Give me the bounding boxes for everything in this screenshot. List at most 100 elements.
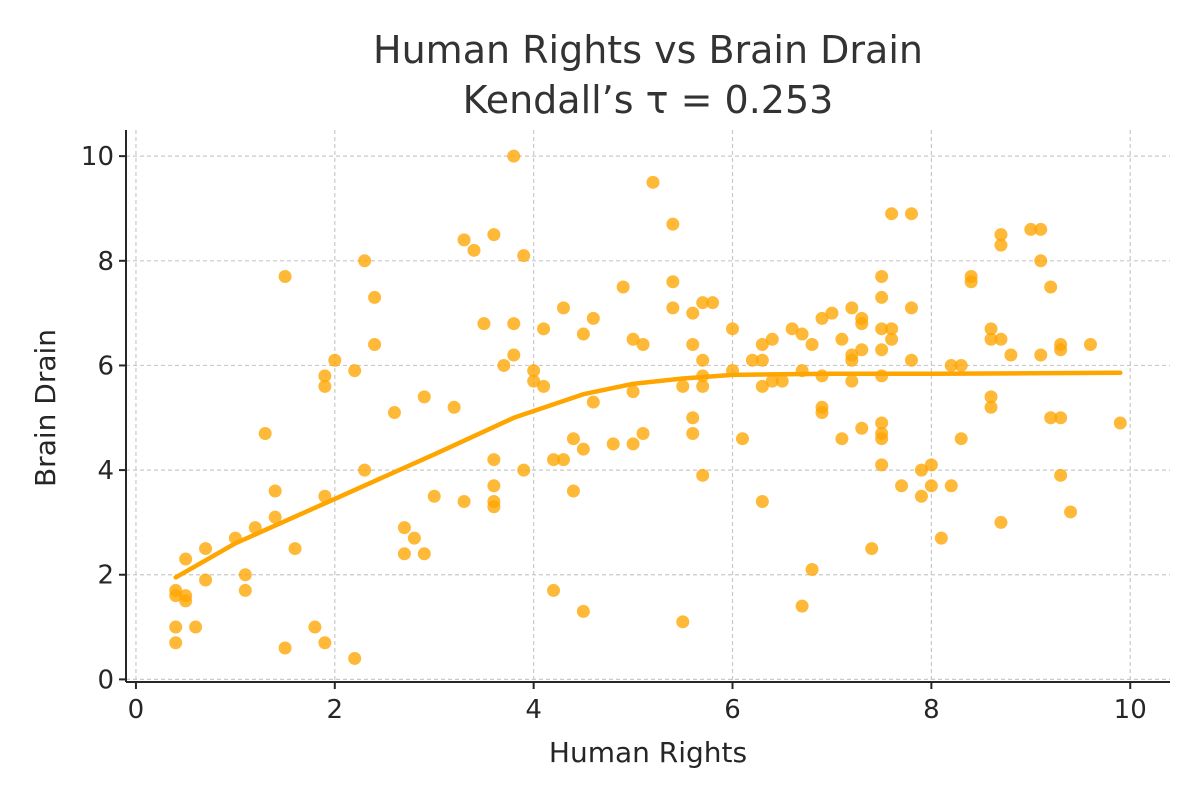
y-tick-label-3: 6 bbox=[97, 351, 114, 381]
data-point-8 bbox=[199, 542, 213, 556]
data-point-54 bbox=[517, 463, 531, 477]
data-point-108 bbox=[805, 338, 819, 352]
data-point-107 bbox=[795, 599, 809, 613]
data-point-86 bbox=[686, 426, 700, 440]
data-point-101 bbox=[765, 332, 779, 346]
data-point-145 bbox=[924, 479, 938, 493]
x-tick-label-2: 4 bbox=[525, 695, 542, 725]
data-point-72 bbox=[626, 332, 640, 346]
data-point-42 bbox=[467, 243, 481, 257]
data-point-15 bbox=[268, 484, 282, 498]
data-point-135 bbox=[885, 207, 899, 221]
data-point-61 bbox=[556, 301, 570, 315]
data-point-11 bbox=[238, 568, 252, 582]
data-point-39 bbox=[447, 400, 461, 414]
data-point-68 bbox=[586, 311, 600, 325]
data-point-44 bbox=[487, 228, 501, 242]
data-point-102 bbox=[765, 374, 779, 388]
data-point-51 bbox=[507, 317, 521, 331]
data-point-160 bbox=[994, 515, 1008, 529]
data-point-159 bbox=[994, 332, 1008, 346]
data-point-153 bbox=[984, 322, 998, 336]
data-point-114 bbox=[825, 306, 839, 320]
data-point-74 bbox=[626, 437, 640, 451]
data-point-27 bbox=[348, 651, 362, 665]
data-point-117 bbox=[845, 301, 859, 315]
data-point-173 bbox=[1083, 338, 1097, 352]
data-point-50 bbox=[507, 149, 521, 163]
data-point-82 bbox=[676, 615, 690, 629]
data-point-60 bbox=[547, 583, 561, 597]
data-point-88 bbox=[696, 353, 710, 367]
x-axis-label: Human Rights bbox=[549, 736, 747, 769]
data-point-9 bbox=[199, 573, 213, 587]
data-point-3 bbox=[169, 636, 183, 650]
data-point-139 bbox=[904, 207, 918, 221]
data-point-120 bbox=[845, 374, 859, 388]
data-point-25 bbox=[328, 353, 342, 367]
data-point-59 bbox=[547, 453, 561, 467]
data-point-105 bbox=[795, 327, 809, 341]
data-point-95 bbox=[735, 432, 749, 446]
data-point-113 bbox=[815, 406, 829, 420]
data-point-75 bbox=[636, 338, 650, 352]
data-point-17 bbox=[278, 270, 292, 284]
data-points bbox=[169, 149, 1127, 665]
data-point-127 bbox=[875, 290, 889, 304]
data-point-164 bbox=[1034, 254, 1048, 268]
data-point-100 bbox=[755, 494, 769, 508]
data-point-26 bbox=[348, 364, 362, 378]
ticks: 0 2 4 6 8 10 0 2 4 6 8 10 bbox=[81, 142, 1147, 725]
data-point-166 bbox=[1044, 280, 1058, 294]
data-point-146 bbox=[934, 531, 948, 545]
data-point-78 bbox=[666, 217, 680, 231]
data-point-40 bbox=[457, 233, 471, 247]
data-point-45 bbox=[487, 453, 501, 467]
data-point-129 bbox=[875, 343, 889, 357]
data-point-56 bbox=[527, 374, 541, 388]
data-point-140 bbox=[904, 301, 918, 315]
data-point-41 bbox=[457, 494, 471, 508]
data-point-162 bbox=[1024, 222, 1038, 236]
data-point-33 bbox=[397, 521, 411, 535]
data-point-141 bbox=[904, 353, 918, 367]
axes bbox=[125, 130, 1170, 683]
data-point-90 bbox=[696, 379, 710, 393]
data-point-71 bbox=[616, 280, 630, 294]
data-point-73 bbox=[626, 385, 640, 399]
data-point-16 bbox=[268, 510, 282, 524]
data-point-80 bbox=[666, 301, 680, 315]
data-point-170 bbox=[1054, 411, 1068, 425]
chart-title-line1: Human Rights vs Brain Drain bbox=[373, 28, 923, 72]
y-tick-label-4: 8 bbox=[97, 247, 114, 277]
data-point-149 bbox=[954, 358, 968, 372]
y-axis-label: Brain Drain bbox=[29, 329, 62, 487]
data-point-69 bbox=[586, 395, 600, 409]
data-point-104 bbox=[785, 322, 799, 336]
data-point-99 bbox=[755, 379, 769, 393]
data-point-136 bbox=[885, 322, 899, 336]
data-point-64 bbox=[566, 484, 580, 498]
x-tick-label-1: 2 bbox=[327, 695, 344, 725]
data-point-6 bbox=[179, 594, 193, 608]
y-tick-label-2: 4 bbox=[97, 456, 114, 486]
data-point-163 bbox=[1034, 222, 1048, 236]
x-tick-label-4: 8 bbox=[923, 695, 940, 725]
trend-line bbox=[173, 370, 1123, 580]
y-tick-label-5: 10 bbox=[81, 142, 114, 172]
data-point-124 bbox=[855, 421, 869, 435]
data-point-128 bbox=[875, 322, 889, 336]
data-point-52 bbox=[507, 348, 521, 362]
data-point-98 bbox=[755, 353, 769, 367]
chart-title-line2: Kendall’s τ = 0.253 bbox=[463, 78, 834, 122]
data-point-133 bbox=[875, 432, 889, 446]
data-point-4 bbox=[179, 552, 193, 566]
data-point-134 bbox=[875, 458, 889, 472]
data-point-55 bbox=[527, 364, 541, 378]
x-tick-label-5: 10 bbox=[1114, 695, 1147, 725]
data-point-172 bbox=[1064, 505, 1078, 519]
data-point-63 bbox=[566, 432, 580, 446]
data-point-83 bbox=[686, 306, 700, 320]
data-point-38 bbox=[427, 489, 441, 503]
